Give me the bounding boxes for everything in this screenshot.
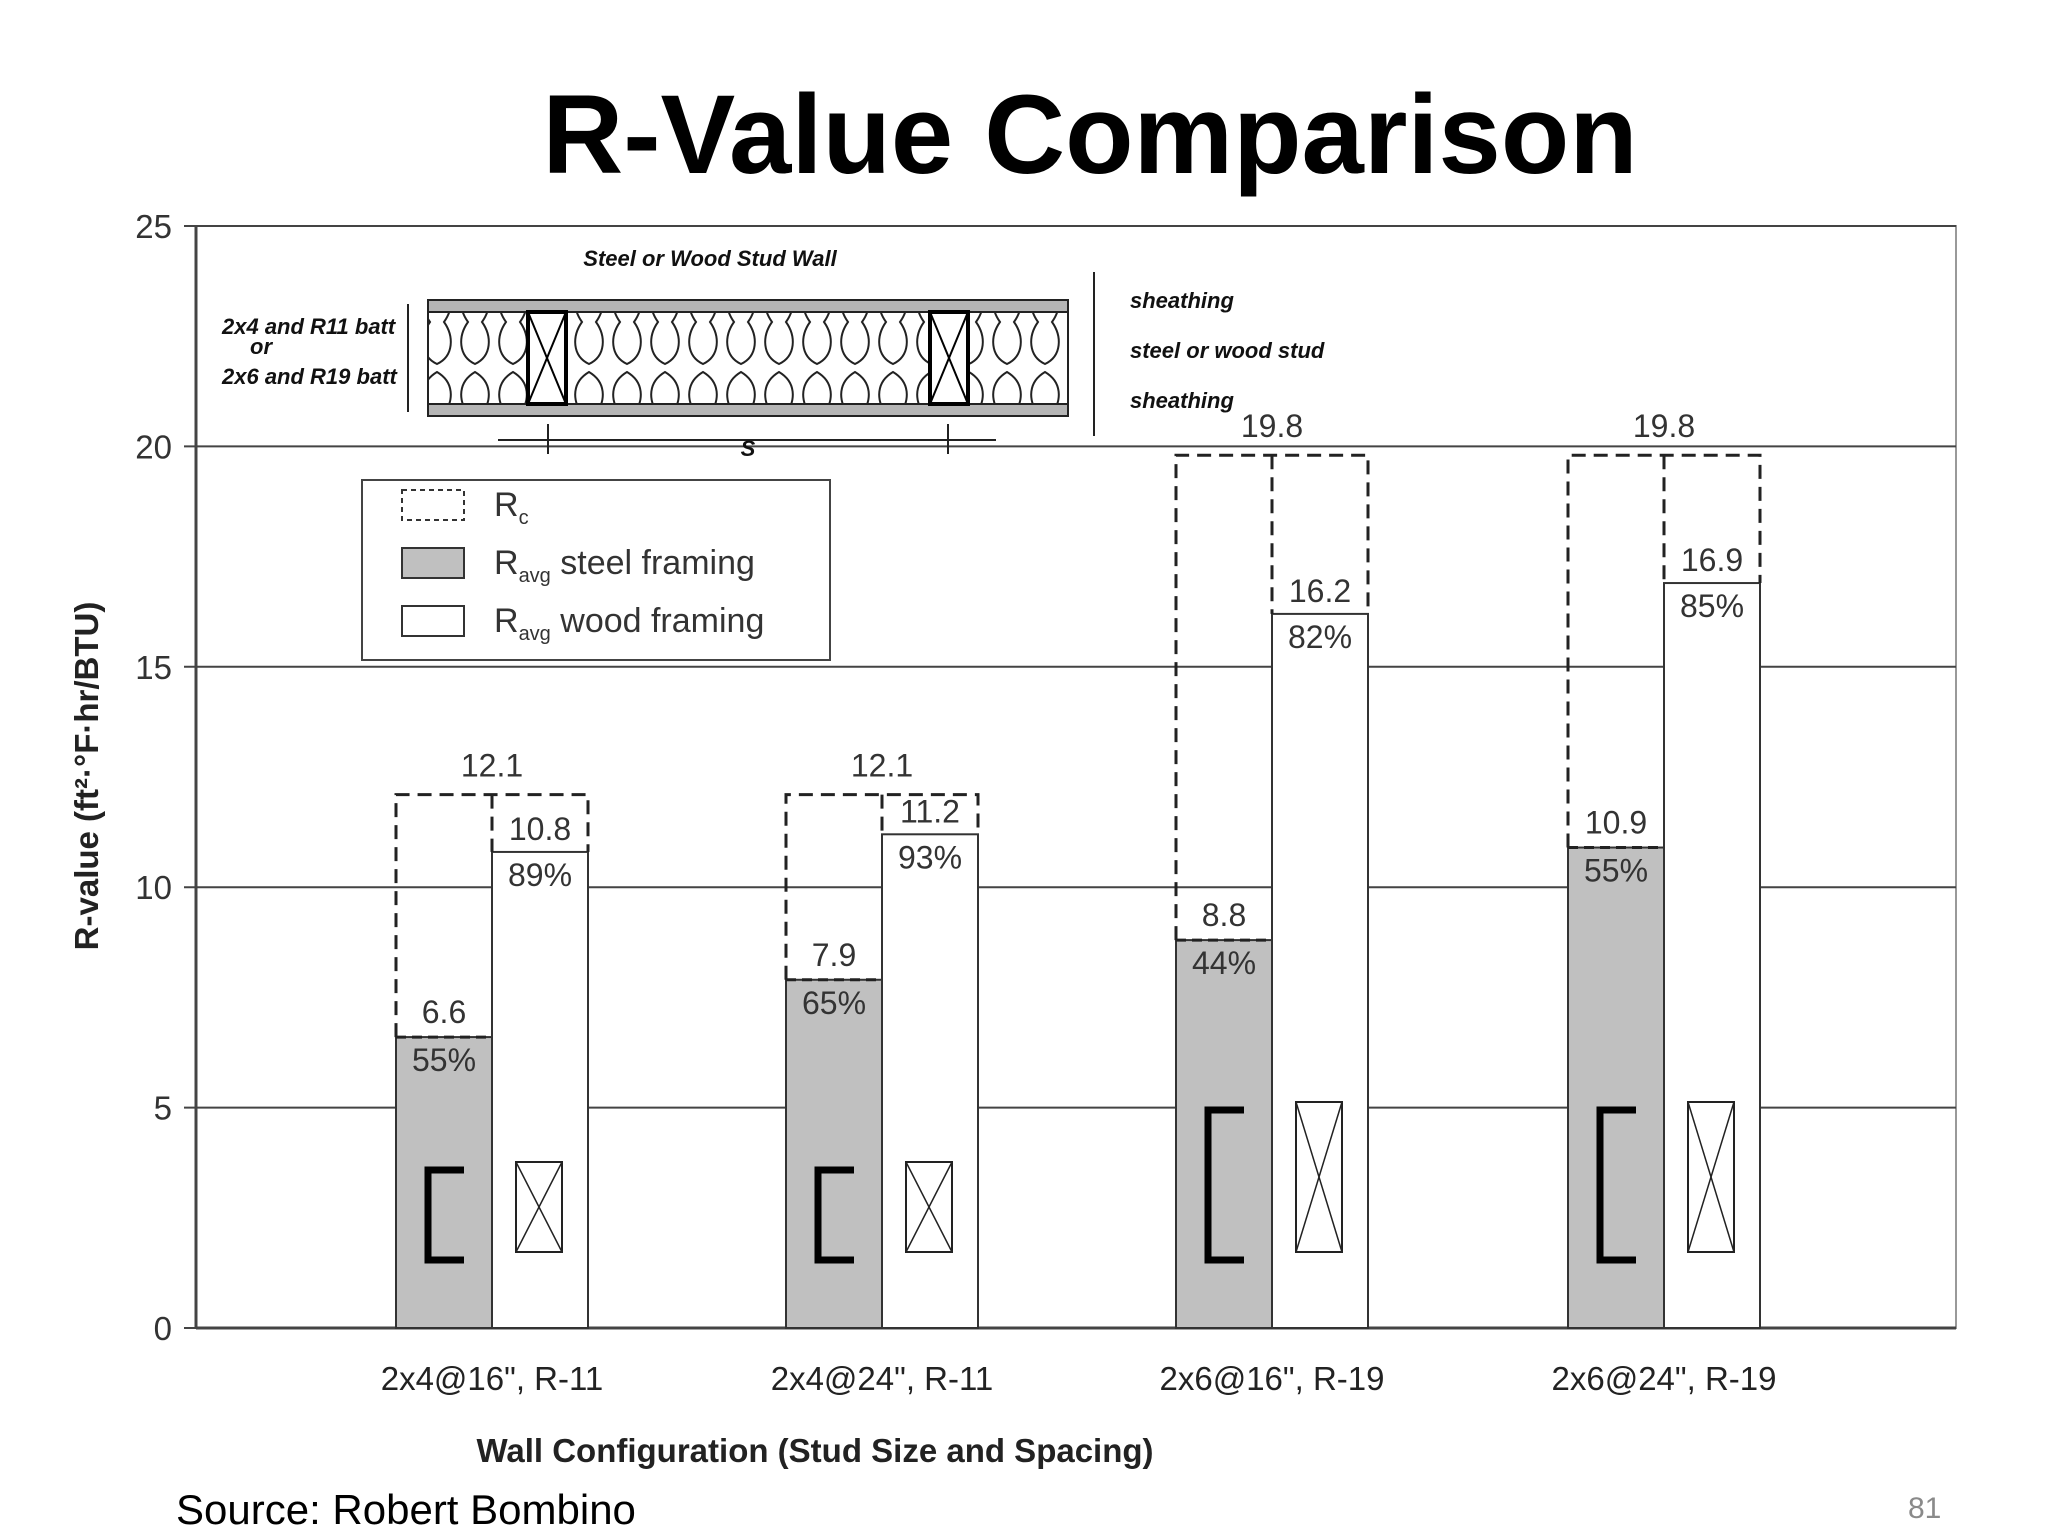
source-credit: Source: Robert Bombino	[176, 1486, 636, 1533]
diagram-left-label-or: or	[250, 334, 273, 359]
legend-label-steel: Ravg steel framing	[494, 544, 755, 587]
bar-wood	[491, 850, 589, 1329]
page-number: 81	[1908, 1492, 1942, 1525]
x-category-label: 2x4@24", R-11	[771, 1360, 994, 1397]
wood-value-label: 11.2	[900, 793, 960, 829]
sheathing-top	[427, 299, 1069, 313]
bar-steel	[785, 978, 883, 1329]
legend-label-wood: Ravg wood framing	[494, 602, 764, 645]
legend-label-rc: Rc	[494, 486, 529, 529]
wood-percent-label: 82%	[1288, 619, 1352, 655]
steel-percent-label: 55%	[412, 1042, 476, 1078]
steel-percent-label: 55%	[1584, 853, 1648, 889]
steel-stud-icon	[1596, 1106, 1636, 1264]
diagram-title: Steel or Wood Stud Wall	[583, 246, 837, 271]
bar-steel	[1567, 846, 1665, 1329]
bar-steel	[395, 1036, 493, 1330]
x-category-label: 2x6@16", R-19	[1160, 1360, 1385, 1397]
steel-percent-label: 44%	[1192, 945, 1256, 981]
legend-swatch-rc	[401, 489, 465, 521]
wood-value-label: 16.9	[1681, 542, 1743, 578]
wood-percent-label: 89%	[508, 857, 572, 893]
legend-swatch-wood	[401, 605, 465, 637]
insulation-cavity	[427, 311, 1069, 405]
diagram-label-sheathing-top: sheathing	[1130, 288, 1234, 313]
rc-value-label: 19.8	[1633, 408, 1695, 444]
y-tick-label: 20	[135, 428, 172, 465]
wood-stud-icon-cross-b	[1687, 1101, 1735, 1253]
steel-value-label: 6.6	[422, 994, 466, 1030]
y-axis-title: R-value (ft²·°F·hr/BTU)	[68, 602, 105, 951]
diagram-label-stud: steel or wood stud	[1130, 338, 1325, 363]
steel-value-label: 10.9	[1585, 805, 1647, 841]
bar-rc-outline	[784, 793, 980, 980]
y-tick-label: 15	[135, 649, 172, 686]
axis-layer: Wall Configuration (Stud Size and Spacin…	[68, 602, 1154, 1469]
y-tick-label: 25	[135, 208, 172, 245]
slide-title: R-Value Comparison	[542, 72, 1638, 197]
rc-value-label: 12.1	[461, 748, 523, 784]
y-tick-label: 10	[135, 869, 172, 906]
stud-wall-diagram: Steel or Wood Stud Wall S 2x4 and R11 ba…	[221, 246, 1325, 461]
wood-value-label: 16.2	[1289, 573, 1351, 609]
wood-value-label: 10.8	[509, 811, 571, 847]
wood-stud-icon-cross-b	[905, 1161, 953, 1253]
stud-icons-layer	[424, 1101, 1735, 1264]
steel-value-label: 8.8	[1202, 897, 1246, 933]
wood-percent-label: 93%	[898, 839, 962, 875]
x-category-label: 2x4@16", R-11	[381, 1360, 604, 1397]
wood-stud-icon-cross-b	[515, 1161, 563, 1253]
x-axis-title: Wall Configuration (Stud Size and Spacin…	[476, 1432, 1153, 1469]
diagram-left-label-2: 2x6 and R19 batt	[221, 364, 399, 389]
bar-steel	[1175, 939, 1273, 1329]
rc-value-label: 12.1	[851, 748, 913, 784]
x-category-label: 2x6@24", R-19	[1552, 1360, 1777, 1397]
labels-layer: 12.1 6.6 55% 10.8 89% 2x4@16", R-11 12.1 7.9 65%…	[381, 408, 1777, 1397]
bar-wood	[881, 833, 979, 1330]
sheathing-bottom	[427, 403, 1069, 417]
y-tick-label: 0	[154, 1310, 172, 1347]
wood-stud-icon-cross-b	[1295, 1101, 1343, 1253]
steel-stud-icon	[424, 1166, 464, 1264]
y-tick-label: 5	[154, 1090, 172, 1127]
steel-stud-icon	[1204, 1106, 1244, 1264]
legend: Rc Ravg steel framing Ravg wood framing	[361, 479, 831, 661]
diagram-left-label-1: 2x4 and R11 batt	[221, 314, 397, 339]
diagram-label-sheathing-bottom: sheathing	[1130, 388, 1234, 413]
wood-percent-label: 85%	[1680, 588, 1744, 624]
steel-stud-icon	[814, 1166, 854, 1264]
steel-percent-label: 65%	[802, 985, 866, 1021]
diagram-spacing-label: S	[741, 436, 756, 461]
steel-value-label: 7.9	[812, 937, 856, 973]
legend-swatch-steel	[401, 547, 465, 579]
rc-value-label: 19.8	[1241, 408, 1303, 444]
